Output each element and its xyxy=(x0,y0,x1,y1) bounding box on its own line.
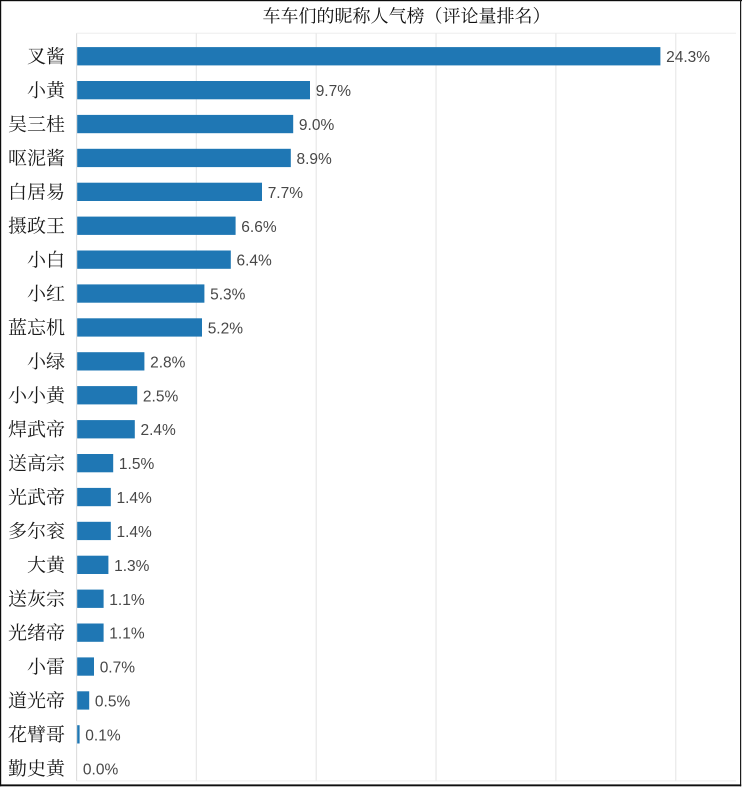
svg-text:1.1%: 1.1% xyxy=(109,626,145,643)
svg-text:5.3%: 5.3% xyxy=(210,287,246,304)
svg-text:0.0%: 0.0% xyxy=(83,761,119,778)
svg-text:6.6%: 6.6% xyxy=(241,219,277,236)
svg-text:1.4%: 1.4% xyxy=(117,524,153,541)
svg-text:5.2%: 5.2% xyxy=(208,321,244,338)
svg-text:1.1%: 1.1% xyxy=(109,592,145,609)
svg-text:9.0%: 9.0% xyxy=(299,117,335,134)
svg-text:8.9%: 8.9% xyxy=(297,151,333,168)
svg-text:0.7%: 0.7% xyxy=(100,660,136,677)
svg-text:2.4%: 2.4% xyxy=(141,422,177,439)
svg-text:9.7%: 9.7% xyxy=(316,83,352,100)
svg-text:1.3%: 1.3% xyxy=(114,558,150,575)
svg-text:7.7%: 7.7% xyxy=(268,185,304,202)
svg-text:0.5%: 0.5% xyxy=(95,694,131,711)
svg-text:2.5%: 2.5% xyxy=(143,388,179,405)
svg-text:6.4%: 6.4% xyxy=(237,253,273,270)
svg-text:2.8%: 2.8% xyxy=(150,354,186,371)
svg-text:1.5%: 1.5% xyxy=(119,456,155,473)
svg-text:24.3%: 24.3% xyxy=(666,49,710,66)
svg-text:0.1%: 0.1% xyxy=(85,727,121,744)
svg-text:1.4%: 1.4% xyxy=(117,490,153,507)
